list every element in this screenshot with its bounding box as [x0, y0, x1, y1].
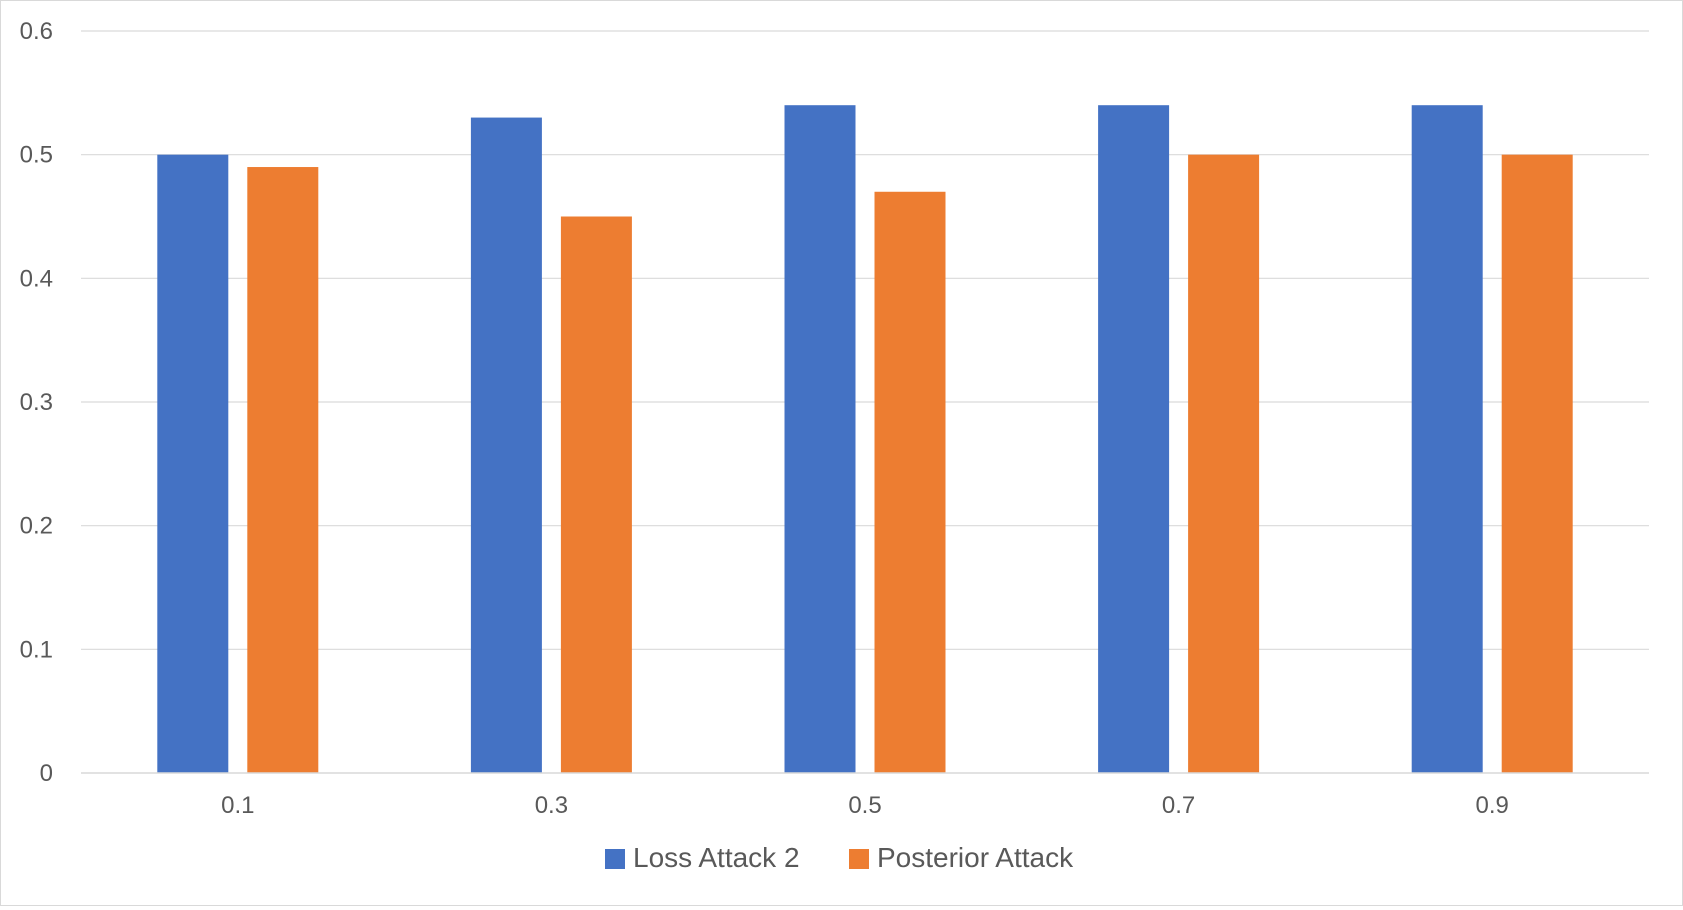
- bar-posterior-attack-0.7: [1188, 154, 1260, 773]
- y-tick-label: 0: [40, 760, 53, 787]
- y-tick-label: 0.5: [20, 142, 53, 169]
- x-axis-ticks: 0.1 0.3 0.5 0.7 0.9: [221, 792, 1509, 819]
- y-tick-label: 0.6: [20, 18, 53, 45]
- gridlines: [81, 30, 1649, 650]
- legend-label: Loss Attack 2: [633, 842, 800, 873]
- legend: Loss Attack 2 Posterior Attack: [605, 842, 1074, 873]
- y-axis-ticks: 0 0.1 0.2 0.3 0.4 0.5 0.6: [20, 18, 53, 787]
- x-tick-label: 0.9: [1476, 792, 1509, 819]
- bar-loss-attack-2-0.9: [1411, 105, 1483, 773]
- bars: [157, 105, 1573, 774]
- bar-posterior-attack-0.1: [247, 167, 319, 774]
- x-tick-label: 0.1: [221, 792, 254, 819]
- legend-swatch-loss-attack-2: [605, 849, 625, 869]
- x-tick-label: 0.3: [535, 792, 568, 819]
- bar-loss-attack-2-0.5: [784, 105, 856, 773]
- bar-posterior-attack-0.5: [874, 191, 946, 773]
- legend-label: Posterior Attack: [877, 842, 1074, 873]
- bar-loss-attack-2-0.3: [470, 117, 542, 774]
- bar-loss-attack-2-0.7: [1098, 105, 1170, 773]
- bar-loss-attack-2-0.1: [157, 154, 229, 773]
- x-tick-label: 0.7: [1162, 792, 1195, 819]
- y-tick-label: 0.3: [20, 389, 53, 416]
- y-tick-label: 0.4: [20, 265, 53, 292]
- y-tick-label: 0.1: [20, 636, 53, 663]
- y-tick-label: 0.2: [20, 513, 53, 540]
- x-tick-label: 0.5: [848, 792, 881, 819]
- bar-posterior-attack-0.9: [1501, 154, 1573, 773]
- legend-swatch-posterior-attack: [849, 849, 869, 869]
- bar-posterior-attack-0.3: [560, 216, 632, 773]
